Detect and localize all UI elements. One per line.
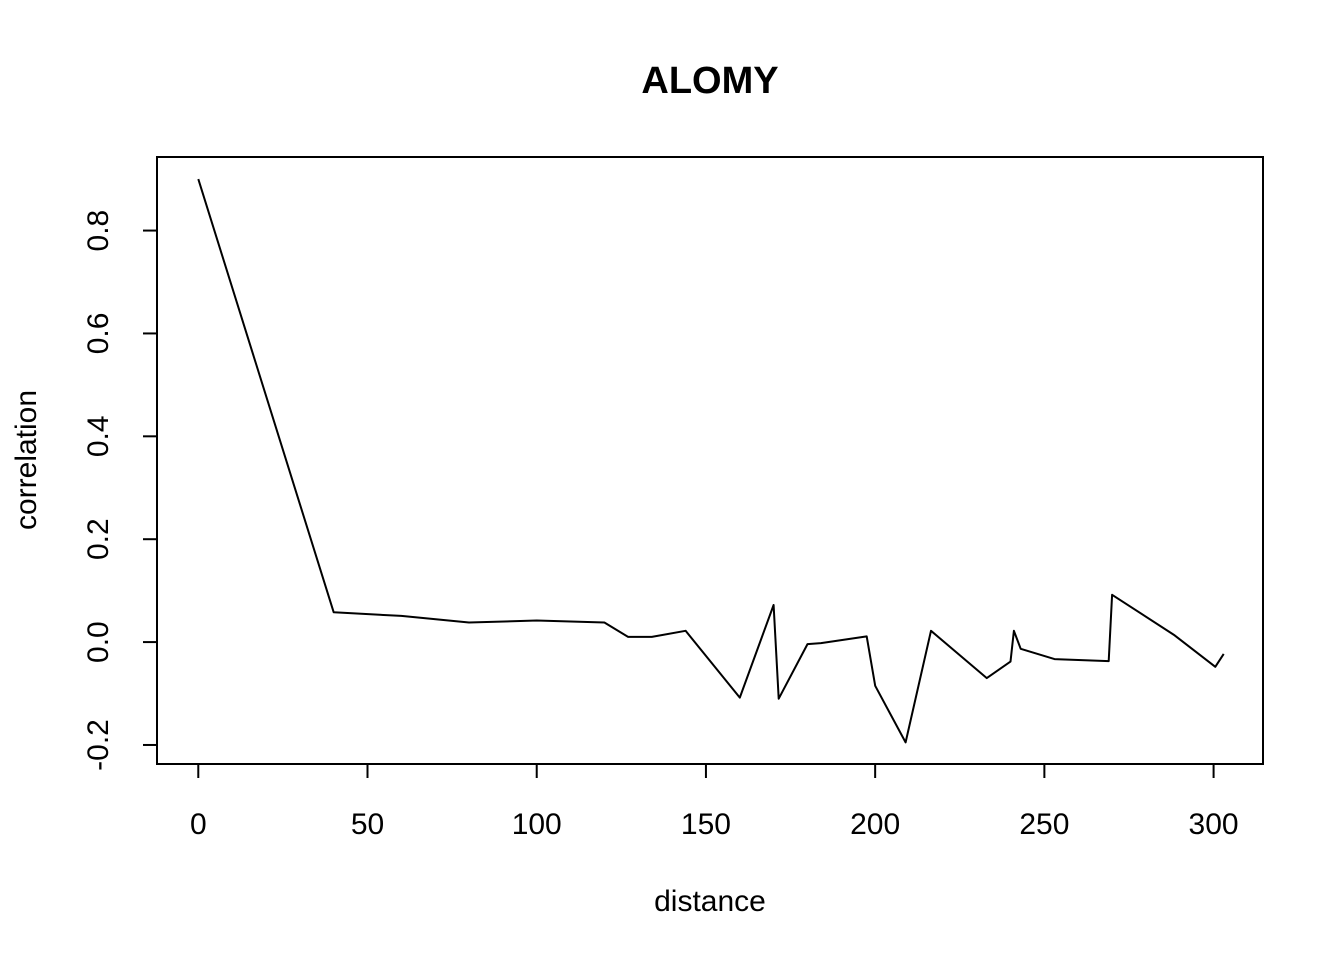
chart-title: ALOMY: [641, 60, 778, 102]
y-tick-label: 0.0: [82, 621, 115, 663]
y-tick-label: 0.4: [82, 415, 115, 457]
y-tick-label: 0.2: [82, 518, 115, 560]
x-tick-label: 100: [512, 808, 562, 841]
x-axis: 0 50 100 150 200 250 300: [190, 763, 1239, 841]
x-tick-label: 200: [850, 808, 900, 841]
y-tick-label: -0.2: [82, 719, 115, 771]
plot-frame: [156, 156, 1264, 765]
y-axis: -0.2 0.0 0.2 0.4 0.6 0.8: [82, 210, 158, 771]
x-tick-label: 150: [681, 808, 731, 841]
x-tick-label: 250: [1019, 808, 1069, 841]
x-tick-label: 0: [190, 808, 207, 841]
y-axis-label: correlation: [10, 390, 43, 530]
y-tick-label: 0.6: [82, 313, 115, 355]
x-axis-label: distance: [654, 885, 766, 918]
x-tick-label: 300: [1189, 808, 1239, 841]
series-line: [197, 178, 1225, 744]
y-tick-label: 0.8: [82, 210, 115, 252]
series-layer: [197, 178, 1225, 744]
x-tick-label: 50: [351, 808, 384, 841]
